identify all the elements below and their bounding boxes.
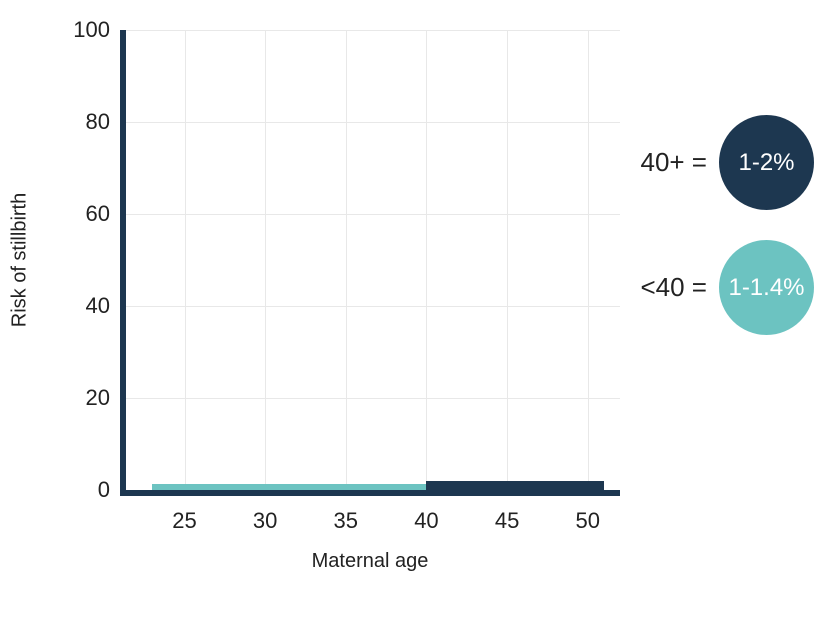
bar bbox=[426, 481, 603, 490]
callout: 40+ = 1-2% bbox=[640, 115, 814, 210]
plot-area bbox=[120, 30, 620, 490]
y-tick-label: 100 bbox=[73, 17, 110, 43]
x-tick-label: 45 bbox=[495, 508, 519, 534]
gridline-v bbox=[346, 30, 347, 490]
gridline-v bbox=[185, 30, 186, 490]
chart-container: Risk of stillbirth 020406080100 25303540… bbox=[70, 30, 620, 530]
y-axis-label: Risk of stillbirth bbox=[9, 193, 32, 327]
x-tick-label: 25 bbox=[172, 508, 196, 534]
y-tick-label: 20 bbox=[86, 385, 110, 411]
y-tick-label: 80 bbox=[86, 109, 110, 135]
y-tick-label: 0 bbox=[98, 477, 110, 503]
x-tick-label: 30 bbox=[253, 508, 277, 534]
x-axis bbox=[120, 490, 620, 496]
callout-label: <40 = bbox=[640, 272, 707, 303]
x-tick-label: 50 bbox=[575, 508, 599, 534]
gridline-h bbox=[120, 122, 620, 123]
x-axis-label: Maternal age bbox=[312, 550, 429, 573]
y-tick-label: 40 bbox=[86, 293, 110, 319]
callout: <40 = 1-1.4% bbox=[640, 240, 814, 335]
gridline-h bbox=[120, 214, 620, 215]
x-tick-label: 35 bbox=[334, 508, 358, 534]
callout-label: 40+ = bbox=[640, 147, 707, 178]
callout-badge: 1-2% bbox=[719, 115, 814, 210]
y-axis bbox=[120, 30, 126, 490]
gridline-h bbox=[120, 30, 620, 31]
gridline-v bbox=[265, 30, 266, 490]
x-tick-label: 40 bbox=[414, 508, 438, 534]
y-tick-label: 60 bbox=[86, 201, 110, 227]
gridline-h bbox=[120, 398, 620, 399]
gridline-v bbox=[507, 30, 508, 490]
callout-badge: 1-1.4% bbox=[719, 240, 814, 335]
gridline-h bbox=[120, 306, 620, 307]
gridline-v bbox=[588, 30, 589, 490]
gridline-v bbox=[426, 30, 427, 490]
